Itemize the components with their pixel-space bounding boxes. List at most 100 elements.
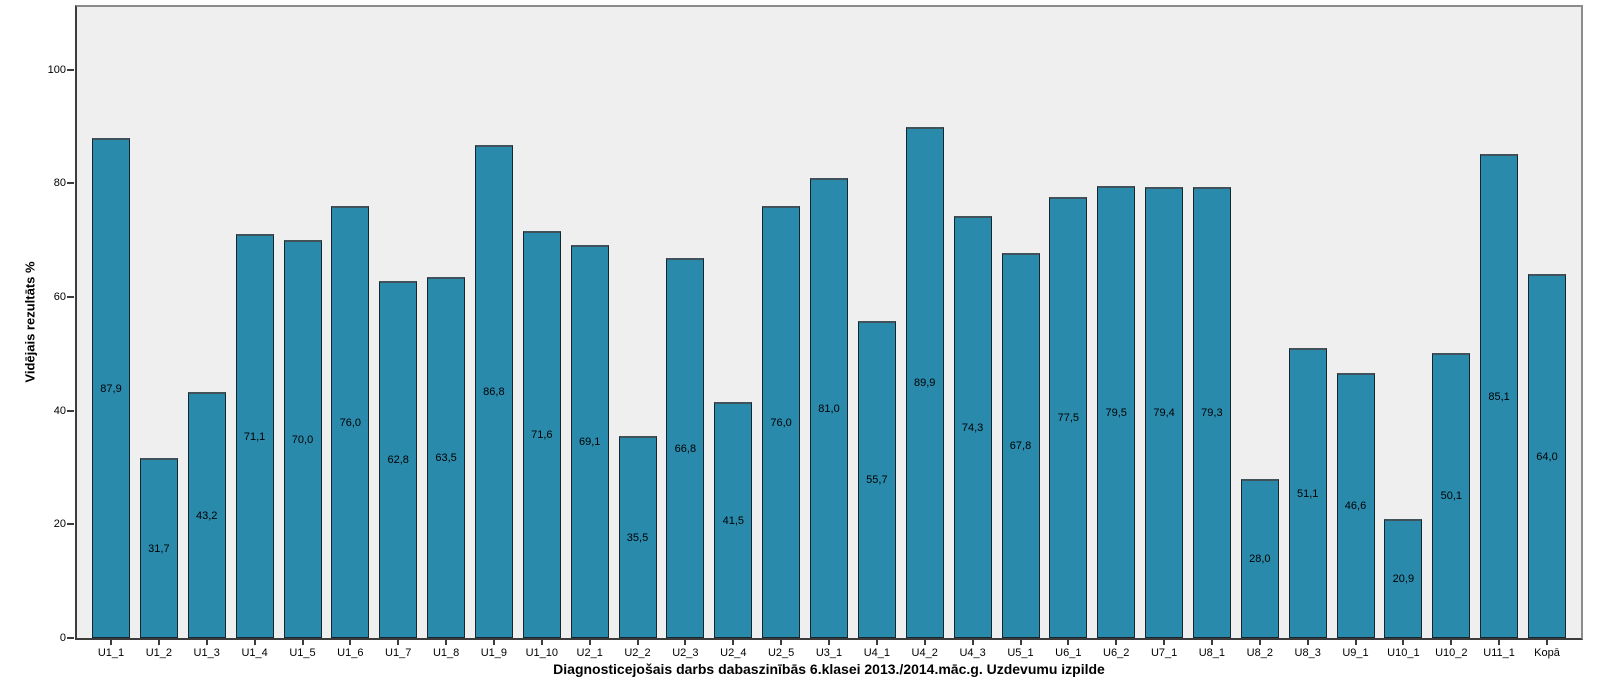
- bar-value-label: 87,9: [100, 382, 122, 395]
- bar: 62,8: [379, 281, 418, 638]
- plot-area: 87,9 31,7 43,2 71,1 70,0 76,0 62,8 63,5 86,8 71,6…: [75, 5, 1583, 640]
- bar: 46,6: [1336, 373, 1375, 638]
- bar-value-label: 28,0: [1249, 553, 1271, 565]
- bar-value-label: 66,8: [674, 442, 697, 455]
- x-tick-mark: [1019, 640, 1022, 645]
- bar: 43,2: [187, 392, 226, 638]
- y-tick-mark: [67, 637, 74, 639]
- x-tick-mark: [684, 640, 687, 645]
- y-axis-title: Vidējais rezultāts %: [22, 261, 38, 383]
- x-axis-title: Diagnosticejošais darbs dabaszinībās 6.k…: [553, 661, 1105, 677]
- x-category-label: U1_2: [145, 647, 173, 659]
- y-tick-mark: [67, 523, 74, 526]
- x-tick-mark: [780, 640, 783, 645]
- bar-value-label: 79,5: [1105, 406, 1127, 419]
- x-tick-mark: [1163, 640, 1166, 645]
- x-category-label: U2_5: [767, 647, 795, 659]
- x-category-label: Kopā: [1534, 647, 1560, 659]
- bar: 31,7: [139, 458, 178, 638]
- bar-value-label: 71,1: [243, 430, 266, 443]
- bar-value-label: 79,3: [1201, 407, 1223, 419]
- x-category-label: U1_9: [480, 647, 508, 659]
- y-tick-mark: [67, 295, 74, 298]
- bar: 87,9: [92, 138, 130, 638]
- x-category-label: U1_3: [193, 647, 220, 659]
- x-tick-mark: [349, 640, 352, 645]
- bar: 71,6: [522, 231, 561, 638]
- x-tick-mark: [1067, 640, 1070, 645]
- bar: 70,0: [283, 240, 322, 638]
- x-category-label: U9_1: [1342, 647, 1369, 659]
- x-category-label: U4_2: [911, 647, 938, 659]
- x-tick-mark: [1115, 640, 1118, 645]
- bar-value-label: 86,8: [483, 386, 505, 398]
- x-tick-mark: [397, 640, 400, 645]
- bar: 20,9: [1384, 519, 1423, 638]
- x-tick-mark: [1258, 640, 1261, 645]
- bar-value-label: 50,1: [1440, 490, 1463, 502]
- bar: 69,1: [570, 245, 609, 638]
- bar: 76,0: [762, 206, 801, 638]
- bar: 64,0: [1528, 274, 1566, 638]
- bar: 66,8: [666, 258, 705, 638]
- bar-value-label: 89,9: [913, 377, 936, 389]
- x-tick-mark: [1450, 640, 1453, 645]
- x-tick-mark: [1210, 640, 1213, 645]
- x-category-label: U2_4: [720, 647, 747, 659]
- x-category-label: U5_1: [1007, 647, 1034, 659]
- x-category-label: U1_8: [432, 647, 460, 659]
- x-tick-mark: [828, 640, 830, 645]
- x-category-label: U8_2: [1246, 647, 1273, 659]
- x-tick-mark: [492, 640, 495, 645]
- bar-value-label: 77,5: [1057, 412, 1080, 424]
- bar-value-label: 70,0: [291, 433, 314, 446]
- x-category-label: U2_1: [576, 647, 603, 659]
- bar-value-label: 76,0: [770, 416, 792, 429]
- x-category-label: U10_2: [1435, 647, 1468, 659]
- bar: 50,1: [1432, 353, 1471, 638]
- y-tick-label: 100: [47, 63, 66, 76]
- x-tick-mark: [588, 640, 591, 645]
- bar: 79,3: [1192, 187, 1231, 638]
- bar: 89,9: [905, 127, 944, 638]
- x-tick-mark: [205, 640, 208, 645]
- x-tick-mark: [875, 640, 878, 645]
- bar-value-label: 55,7: [866, 474, 888, 486]
- y-tick-label: 0: [59, 632, 66, 644]
- bar-value-label: 85,1: [1488, 390, 1510, 403]
- x-category-label: U8_1: [1198, 647, 1226, 659]
- bar: 76,0: [331, 206, 370, 638]
- x-tick-mark: [1306, 640, 1309, 645]
- bar: 71,1: [235, 234, 274, 638]
- x-tick-mark: [301, 640, 304, 645]
- x-category-label: U6_2: [1103, 647, 1130, 659]
- bar-value-label: 41,5: [722, 514, 745, 527]
- x-tick-mark: [1354, 640, 1357, 645]
- x-tick-mark: [540, 640, 543, 645]
- y-tick-mark: [67, 182, 74, 185]
- bar-value-label: 43,2: [195, 509, 218, 522]
- bar: 79,4: [1145, 187, 1184, 638]
- x-category-label: U6_1: [1055, 647, 1082, 659]
- bar-value-label: 74,3: [961, 421, 984, 434]
- bar: 51,1: [1288, 348, 1327, 638]
- bar: 79,5: [1097, 186, 1136, 638]
- bar: 55,7: [857, 321, 896, 638]
- bar: 35,5: [618, 436, 657, 638]
- x-category-label: U3_1: [815, 647, 843, 659]
- x-category-label: U10_1: [1387, 647, 1420, 659]
- bar-value-label: 67,8: [1009, 440, 1032, 452]
- bar: 77,5: [1049, 197, 1088, 638]
- x-tick-mark: [110, 640, 112, 645]
- bar-value-label: 20,9: [1392, 573, 1415, 585]
- y-tick-mark: [67, 409, 74, 412]
- bar: 63,5: [427, 277, 466, 638]
- bar-value-label: 64,0: [1536, 450, 1558, 463]
- x-category-label: U1_7: [385, 647, 412, 659]
- bar: 67,8: [1001, 253, 1040, 638]
- x-category-label: U1_4: [241, 647, 268, 659]
- x-tick-mark: [1402, 640, 1405, 645]
- y-tick-mark: [67, 68, 74, 71]
- x-category-label: U4_1: [863, 647, 891, 659]
